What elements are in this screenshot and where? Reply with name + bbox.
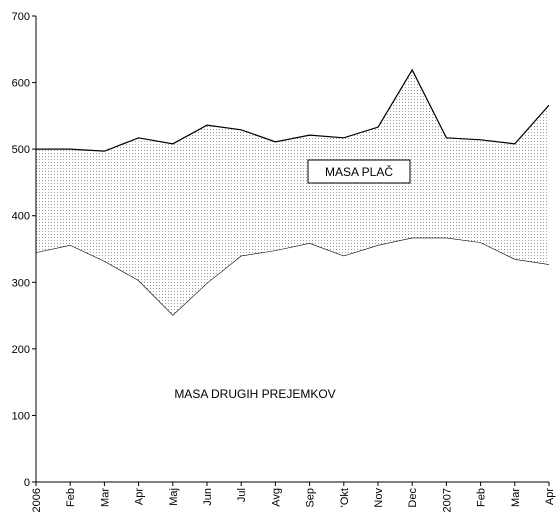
y-tick-label: 600 — [12, 78, 30, 90]
x-tick-label: Apr — [544, 488, 556, 505]
y-tick-label: 100 — [12, 410, 30, 422]
x-tick-label: Mar — [510, 488, 522, 507]
x-tick-label: Jul — [236, 488, 248, 502]
y-tick-label: 200 — [12, 344, 30, 356]
series-label: MASA PLAČ — [325, 164, 393, 179]
x-tick-label: Maj — [168, 488, 180, 506]
y-tick-label: 0 — [24, 477, 30, 489]
x-tick-label: Mar — [99, 488, 111, 507]
x-tick-label: Jun — [202, 488, 214, 506]
x-tick-label: Nov — [373, 488, 385, 508]
label-box — [307, 159, 411, 184]
x-tick-label: Feb — [65, 488, 77, 507]
series-label: MASA DRUGIH PREJEMKOV — [174, 387, 335, 401]
x-tick-label: Apr — [134, 488, 146, 505]
x-tick-label: Feb — [476, 488, 488, 507]
area — [36, 237, 549, 482]
x-tick-label: 2007 — [441, 488, 453, 512]
y-tick-label: 300 — [12, 277, 30, 289]
y-tick-label: 700 — [12, 11, 30, 23]
x-tick-label: 'Okt — [339, 488, 351, 507]
x-tick-label: Sep — [305, 488, 317, 508]
x-tick-label: Avg — [270, 488, 282, 507]
x-tick-label: Dec — [407, 488, 419, 508]
y-tick-label: 400 — [12, 211, 30, 223]
y-tick-label: 500 — [12, 144, 30, 156]
area — [36, 69, 549, 315]
series-line — [36, 68, 550, 152]
x-tick-label: 2006 — [31, 488, 43, 512]
